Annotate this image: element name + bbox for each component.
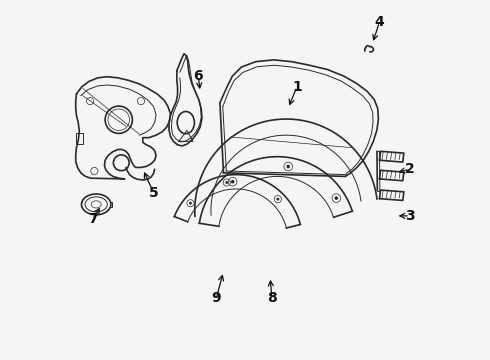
Ellipse shape <box>81 194 111 215</box>
Text: 5: 5 <box>148 185 158 199</box>
Circle shape <box>231 180 235 184</box>
Circle shape <box>276 198 279 201</box>
Circle shape <box>335 196 338 200</box>
Circle shape <box>189 202 192 205</box>
Text: 3: 3 <box>405 209 415 223</box>
Text: 9: 9 <box>212 291 221 305</box>
Text: 1: 1 <box>292 80 302 94</box>
Text: 8: 8 <box>267 291 277 305</box>
Bar <box>76 133 83 144</box>
Text: 4: 4 <box>374 15 384 29</box>
Text: 7: 7 <box>88 212 98 226</box>
Circle shape <box>225 181 228 184</box>
Text: 2: 2 <box>405 162 415 176</box>
Circle shape <box>287 165 290 168</box>
Text: 6: 6 <box>194 69 203 83</box>
